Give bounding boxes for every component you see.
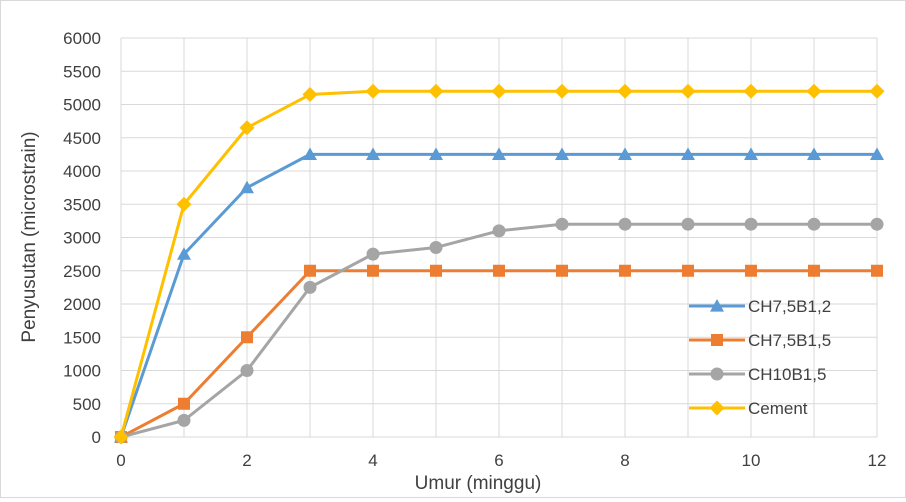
data-point (492, 224, 506, 238)
y-tick-label: 5000 (63, 96, 101, 115)
data-point (428, 83, 444, 99)
data-point (304, 264, 316, 277)
y-tick-label: 1000 (63, 362, 101, 381)
y-tick-label: 6000 (63, 29, 101, 48)
data-point (555, 147, 569, 160)
y-tick-label: 500 (73, 395, 101, 414)
data-point (303, 280, 317, 294)
series-3 (113, 83, 885, 445)
data-point (806, 83, 822, 99)
legend-marker (709, 400, 725, 416)
data-point (556, 264, 568, 277)
legend-label: CH10B1,5 (748, 365, 826, 384)
data-point (365, 83, 381, 99)
legend: CH7,5B1,2 CH7,5B1,5 CH10B1,5 Cement (689, 297, 831, 418)
data-point (178, 397, 190, 410)
data-point (366, 247, 380, 261)
legend-marker (711, 334, 723, 346)
legend-item: CH10B1,5 (689, 365, 826, 384)
data-point (366, 147, 380, 160)
x-tick-label: 4 (368, 451, 377, 470)
data-point (744, 147, 758, 160)
series-0 (114, 147, 884, 443)
legend-label: CH7,5B1,2 (748, 297, 831, 316)
y-tick-label: 4000 (63, 162, 101, 181)
y-axis-title: Penyusutan (microstrain) (19, 131, 40, 342)
y-tick-label: 2500 (63, 262, 101, 281)
legend-item: CH7,5B1,2 (689, 297, 831, 316)
gridlines (120, 37, 878, 438)
data-point (429, 240, 443, 254)
data-point (303, 147, 317, 160)
data-point (617, 83, 633, 99)
legend-label: Cement (748, 399, 808, 418)
x-tick-label: 10 (742, 451, 761, 470)
x-tick-label: 12 (868, 451, 887, 470)
x-axis-ticks: 0 2 4 6 8 10 12 (116, 451, 886, 470)
y-axis-ticks: 0 500 1000 1500 2000 2500 3000 3500 4000 4500 5000… (63, 29, 101, 447)
data-point (491, 83, 507, 99)
data-point (240, 364, 254, 377)
y-tick-label: 1500 (63, 328, 101, 347)
data-point (492, 147, 506, 160)
data-point (554, 83, 570, 99)
series-2 (114, 217, 884, 444)
y-tick-label: 2000 (63, 295, 101, 314)
legend-label: CH7,5B1,5 (748, 331, 831, 350)
data-point (367, 264, 379, 277)
data-point (177, 413, 191, 427)
data-point (870, 147, 884, 160)
data-point (302, 87, 318, 103)
legend-item: Cement (689, 399, 808, 418)
data-point (808, 264, 820, 277)
y-tick-label: 3000 (63, 229, 101, 248)
data-point (681, 217, 695, 231)
data-point (744, 217, 758, 231)
data-point (240, 180, 254, 194)
data-point (177, 247, 191, 260)
data-point (493, 264, 505, 277)
data-point (176, 196, 192, 212)
data-point (241, 331, 253, 344)
x-tick-label: 2 (242, 451, 251, 470)
data-point (681, 147, 695, 160)
data-point (807, 147, 821, 160)
data-point (870, 217, 884, 231)
data-point (429, 147, 443, 160)
x-tick-label: 6 (494, 451, 503, 470)
x-axis-title: Umur (minggu) (415, 473, 542, 494)
data-point (555, 217, 569, 231)
data-point (682, 264, 694, 277)
x-tick-label: 8 (620, 451, 629, 470)
data-point (618, 147, 632, 160)
data-point (743, 83, 759, 99)
data-point (745, 264, 757, 277)
data-point (807, 217, 821, 231)
data-point (869, 83, 885, 99)
data-point (430, 264, 442, 277)
x-tick-label: 0 (116, 451, 125, 470)
legend-marker (710, 367, 724, 381)
data-point (871, 264, 883, 277)
data-point (239, 120, 255, 136)
y-tick-label: 5500 (63, 62, 101, 81)
series-layer (113, 83, 885, 445)
legend-item: CH7,5B1,5 (689, 331, 831, 350)
y-tick-label: 3500 (63, 195, 101, 214)
legend-marker (710, 299, 724, 312)
y-tick-label: 0 (92, 428, 101, 447)
data-point (618, 217, 632, 231)
data-point (113, 429, 129, 445)
series-1 (115, 264, 883, 443)
data-point (680, 83, 696, 99)
y-tick-label: 4500 (63, 129, 101, 148)
data-point (619, 264, 631, 277)
